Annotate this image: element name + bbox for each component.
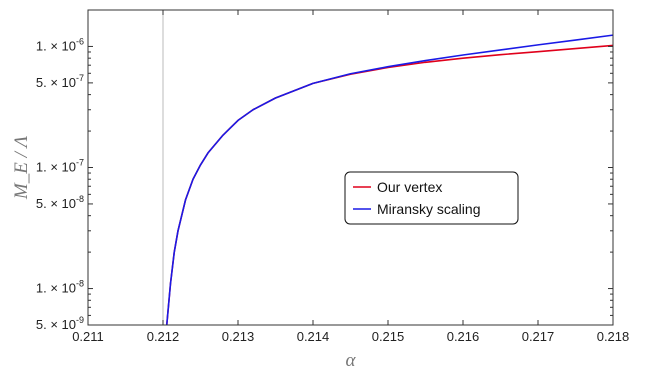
y-tick-label: 1. × 10-8 [36,279,84,296]
x-tick-label: 0.211 [72,329,104,344]
legend: Our vertex Miransky scaling [344,171,519,225]
legend-label-miransky-scaling: Miransky scaling [377,201,480,217]
y-tick-label: 5. × 10-7 [36,73,84,90]
x-axis: 0.211 0.212 0.213 0.214 0.215 0.216 0.217 0.218 [72,10,629,344]
x-axis-label: α [346,350,357,371]
x-tick-label: 0.217 [522,329,555,344]
x-tick-label: 0.215 [372,329,405,344]
y-axis-label: M_E / Λ [11,135,32,200]
y-tick-label: 1. × 10-6 [36,36,84,53]
x-tick-label: 0.218 [597,329,630,344]
x-tick-label: 0.216 [447,329,480,344]
y-tick-label: 5. × 10-8 [36,194,84,211]
x-tick-label: 0.212 [147,329,180,344]
x-tick-label: 0.214 [297,329,330,344]
series-layer [165,34,614,326]
series-line-miransky-scaling [165,34,614,326]
x-tick-label: 0.213 [222,329,255,344]
y-axis: 5. × 10-9 1. × 10-8 5. × 10-8 1. × 10-7 5. ×… [36,9,613,332]
y-tick-label: 1. × 10-7 [36,158,84,175]
y-tick-label: 5. × 10-9 [36,315,84,332]
legend-box [344,171,519,225]
plot-frame [87,9,614,326]
legend-label-our-vertex: Our vertex [377,179,442,195]
